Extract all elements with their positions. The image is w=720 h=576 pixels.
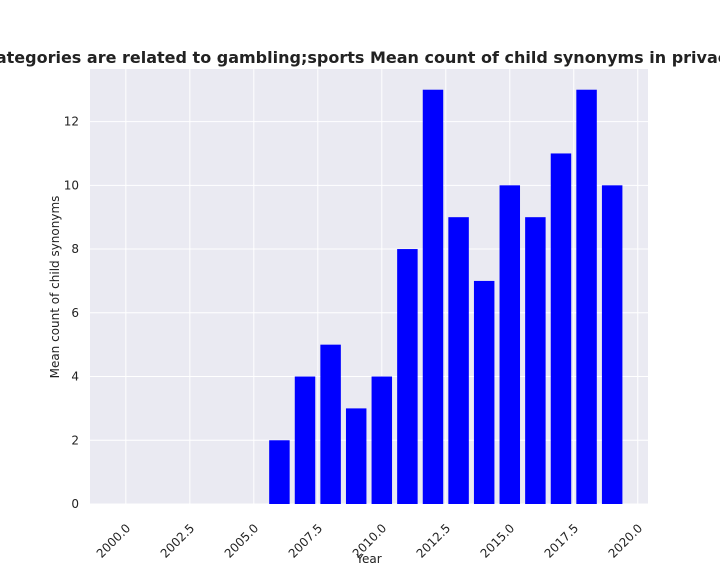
x-tick-label: 2020.0 xyxy=(606,521,646,561)
y-tick-label: 2 xyxy=(71,433,79,447)
y-axis-label: Mean count of child synonyms xyxy=(48,196,62,379)
bar xyxy=(320,344,341,504)
x-tick-label: 2002.5 xyxy=(158,521,198,561)
bar xyxy=(550,153,572,504)
bar xyxy=(422,89,444,504)
bar xyxy=(499,185,521,505)
y-tick-label: 0 xyxy=(71,497,79,511)
x-tick-label: 2000.0 xyxy=(94,521,134,561)
y-tick-label: 10 xyxy=(64,178,79,192)
bar xyxy=(473,280,495,504)
x-tick-label: 2007.5 xyxy=(286,521,326,561)
x-tick-label: 2012.5 xyxy=(414,521,454,561)
x-tick-label: 2015.0 xyxy=(478,521,518,561)
bar xyxy=(345,408,367,504)
x-tick-label: 2005.0 xyxy=(222,521,262,561)
bar xyxy=(525,217,546,504)
y-tick-label: 12 xyxy=(64,115,79,129)
bar xyxy=(397,249,418,504)
y-tick-label: 4 xyxy=(71,370,79,384)
x-axis-label: Year xyxy=(355,552,381,566)
bars xyxy=(269,89,623,505)
y-tick-label: 6 xyxy=(71,306,79,320)
y-axis-ticks: 0 2 4 6 8 10 12 xyxy=(64,115,79,511)
bar xyxy=(576,89,597,504)
chart-title: Which domain categories are related to g… xyxy=(0,48,720,67)
bar xyxy=(294,376,316,504)
bar xyxy=(448,217,469,504)
x-tick-label: 2017.5 xyxy=(542,521,582,561)
y-tick-label: 8 xyxy=(71,242,79,256)
bar xyxy=(601,185,623,505)
bar xyxy=(371,376,393,504)
bar xyxy=(269,440,290,504)
